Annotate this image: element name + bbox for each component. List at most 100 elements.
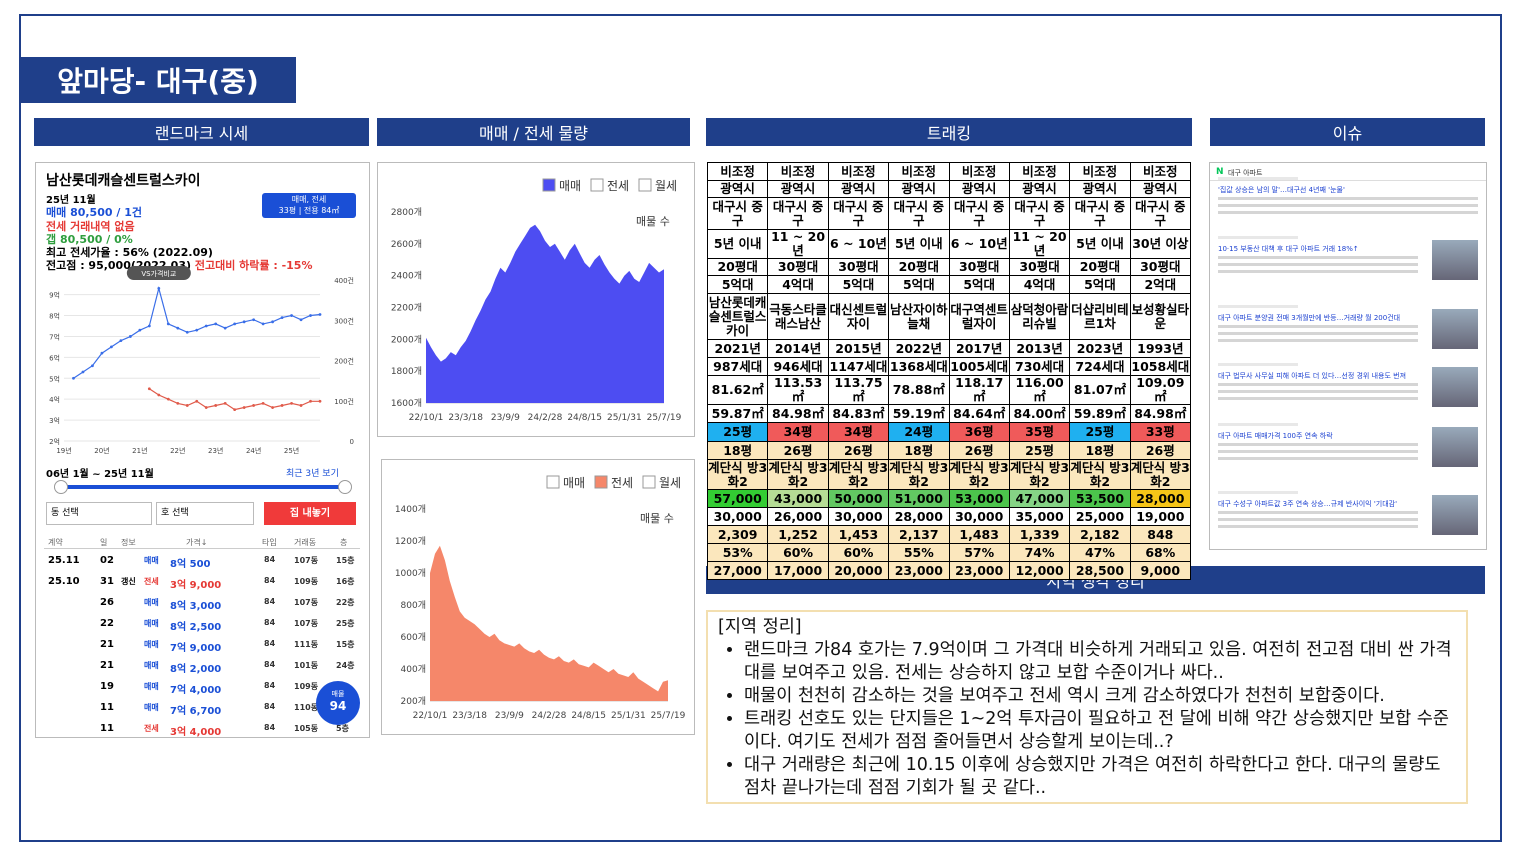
table-cell: 74% [1008, 543, 1071, 562]
transaction-cell: 7억 9,000 [170, 643, 222, 654]
table-row: 30,000 26,000 30,000 28,000 30,000 35,000 25,0… [706, 507, 1192, 526]
brand: N [1216, 167, 1224, 177]
table-row: 대구시 중구 대구시 중구 대구시 중구 대구시 중구 대구시 중구 대구시 중구 대구시 … [706, 197, 1192, 230]
table-cell: 26,000 [767, 507, 829, 526]
table-cell: 2,309 [706, 525, 769, 544]
section-header: 매매 / 전세 물량 [377, 118, 690, 146]
legend-label: 매매 [559, 179, 581, 193]
max-ratio: 최고 전세가율 : 56% (2022.09) [46, 246, 213, 259]
table-cell: 4억대 [767, 275, 829, 294]
table-cell: 116.00㎡ [1008, 375, 1071, 405]
table-cell: 2014년 [767, 339, 829, 358]
point [252, 404, 256, 407]
point [280, 316, 284, 320]
range-slider[interactable] [62, 485, 344, 489]
area-fill [430, 545, 668, 701]
issue-panel: N 대구 아파트 '집값 상승은 남의 말'…대구선 4년째 '눈물' 10·15… [1209, 162, 1487, 550]
point [176, 401, 180, 405]
table-cell: 84.98㎡ [1129, 404, 1192, 423]
filter-box[interactable]: 매매, 전세 33평 | 전용 84㎡ [262, 193, 356, 218]
transaction-cell: 7억 6,700 [170, 706, 222, 717]
y2-tick-label: 0 [350, 438, 354, 446]
dong-select[interactable]: 동 선택 [46, 502, 152, 525]
transaction-cell: 매매 [144, 598, 159, 607]
listing-bubble[interactable]: 매물 94 [316, 681, 360, 725]
table-cell: 5억대 [948, 275, 1010, 294]
point [166, 322, 170, 326]
table-cell: 11 ~ 20년 [767, 229, 829, 259]
news-headline: 대구 아파트 매매가격 100주 연속 하락 [1218, 432, 1333, 440]
transaction-cell: 110동 [294, 703, 319, 712]
section-header: 랜드마크 시세 [34, 118, 369, 146]
table-cell: 26평 [948, 441, 1010, 460]
slider-handle[interactable] [54, 480, 68, 494]
table-cell: 18평 [706, 441, 769, 460]
table-cell: 26평 [1129, 441, 1192, 460]
table-cell: 81.62㎡ [706, 375, 769, 405]
snippet-line [1218, 450, 1418, 453]
point [166, 397, 170, 401]
column-header: 타입 [262, 538, 277, 547]
table-cell: 18평 [1069, 441, 1131, 460]
point [128, 335, 132, 338]
y-tick-label: 1400개 [395, 504, 426, 515]
table-cell: 68% [1129, 543, 1192, 562]
table-cell: 더샵리비테르1차 [1069, 293, 1131, 340]
transaction-cell: 8억 2,500 [170, 622, 222, 633]
transaction-cell: 02 [100, 555, 114, 566]
table-cell: 대구역센트럴자이 [948, 293, 1010, 340]
table-cell: 84.64㎡ [948, 404, 1010, 423]
recent-link[interactable]: 최근 3년 보기 [286, 469, 339, 479]
y-tick-label: 800개 [401, 600, 426, 611]
list-button[interactable]: 집 내놓기 [264, 502, 356, 525]
x-tick-label: 23년 [208, 446, 223, 455]
table-row: 남산롯데캐슬센트럴스카이 극동스타클래스남산 대신센트럴자이 남산자이하늘채 대구역센트… [706, 293, 1192, 340]
table-cell: 2,137 [888, 525, 950, 544]
table-cell: 비조정 [888, 162, 950, 181]
y-tick-label: 400개 [401, 664, 426, 675]
x-tick-label: 21년 [132, 446, 147, 455]
transaction-cell: 21 [100, 660, 114, 671]
transaction-cell: 25층 [336, 619, 355, 628]
table-cell: 1005세대 [948, 357, 1010, 376]
news-headline: 대구 법무사 사무실 피해 아파트 더 있다…선정 경위 내용도 번져 [1218, 372, 1407, 380]
point [195, 328, 199, 332]
table-cell: 28,500 [1069, 561, 1131, 580]
table-cell: 비조정 [948, 162, 1010, 181]
transaction-cell: 8억 3,000 [170, 601, 222, 612]
summary-bullet: 트래킹 선호도 있는 단지들은 1~2억 투자금이 필요하고 전 달에 비해 약… [744, 708, 1456, 754]
point [271, 406, 274, 409]
legend-box [594, 475, 608, 489]
transaction-cell: 107동 [294, 619, 319, 628]
table-cell: 20평대 [1069, 258, 1131, 276]
table-cell: 2013년 [1008, 339, 1071, 358]
table-cell: 25평 [1069, 422, 1131, 442]
slider-handle[interactable] [338, 480, 352, 494]
summary-box: [지역 정리] 랜드마크 가84 호가는 7.9억이며 그 가격대 비슷하게 거… [706, 610, 1468, 804]
table-cell: 비조정 [827, 162, 890, 181]
table-row: 20평대 30평대 30평대 20평대 30평대 30평대 20평대 30평대 [706, 258, 1192, 276]
table-cell: 대구시 중구 [888, 197, 950, 230]
y-tick-label: 2600개 [391, 239, 422, 250]
ho-select[interactable]: 호 선택 [156, 502, 254, 525]
table-row: 5년 이내 11 ~ 20년 6 ~ 10년 5년 이내 6 ~ 10년 11 ~ 20년… [706, 229, 1192, 259]
area-fill [426, 224, 664, 403]
table-cell: 84.00㎡ [1008, 404, 1071, 423]
y-tick-label: 9억 [49, 292, 60, 300]
table-cell: 비조정 [1069, 162, 1131, 181]
point [147, 387, 151, 391]
point [147, 324, 151, 328]
transaction-cell: 3억 9,000 [170, 580, 222, 591]
summary-list: 랜드마크 가84 호가는 7.9억이며 그 가격대 비슷하게 거래되고 있음. … [718, 639, 1456, 800]
thumbnail [1432, 240, 1478, 280]
table-cell: 19,000 [1129, 507, 1192, 526]
table-cell: 광역시 [948, 180, 1010, 198]
point [261, 322, 265, 326]
y-tick-label: 4억 [49, 396, 60, 404]
snippet-line [1218, 197, 1478, 200]
x-tick-label: 23/9/9 [491, 413, 520, 423]
table-cell: 30,000 [948, 507, 1010, 526]
sale-supply-chart: 1600개 1800개 2000개 2200개 2400개 2600개 2800개 22/10… [391, 178, 682, 423]
point [318, 313, 322, 316]
table-cell: 33평 [1129, 422, 1192, 442]
